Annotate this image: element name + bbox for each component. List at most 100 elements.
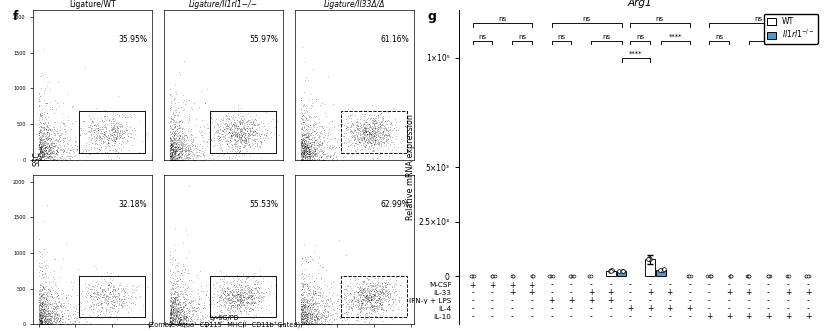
Point	[97, 131, 110, 137]
Point	[39, 303, 52, 308]
Point	[51, 138, 64, 144]
Point	[300, 149, 313, 154]
Point	[41, 129, 54, 135]
Point	[178, 316, 192, 321]
Point	[165, 126, 178, 132]
Point	[34, 137, 47, 142]
Point	[220, 285, 233, 290]
Point	[35, 145, 48, 150]
Point	[205, 117, 218, 122]
Point	[311, 147, 325, 153]
Point	[168, 305, 182, 310]
Point	[321, 322, 334, 327]
Point	[113, 113, 126, 118]
Point	[360, 305, 374, 310]
Point	[305, 150, 319, 156]
Point	[298, 141, 311, 146]
Point	[108, 288, 121, 293]
Point	[112, 295, 125, 301]
Point	[233, 298, 247, 303]
Point	[34, 157, 47, 162]
Point	[164, 147, 178, 153]
Point	[300, 135, 313, 141]
Point	[37, 286, 51, 292]
Point	[385, 123, 398, 128]
Point	[39, 295, 52, 300]
Point	[248, 282, 261, 287]
Point	[364, 115, 377, 120]
Point	[164, 157, 178, 162]
Point	[230, 293, 243, 298]
Point	[165, 286, 178, 291]
Point	[38, 143, 51, 148]
Point	[47, 314, 61, 319]
Point	[83, 124, 96, 130]
Point	[352, 138, 365, 143]
Point	[245, 299, 258, 305]
Point	[38, 310, 51, 315]
Point	[175, 288, 188, 293]
Point	[44, 157, 57, 162]
Point	[226, 129, 239, 134]
Point	[88, 291, 101, 296]
Point	[79, 314, 92, 319]
Point	[371, 133, 384, 138]
Point	[323, 322, 336, 327]
Point	[301, 146, 315, 151]
Point	[42, 316, 55, 321]
Point	[168, 140, 181, 145]
Point	[92, 303, 105, 308]
Point	[173, 122, 186, 127]
Point	[295, 120, 308, 125]
Point	[310, 146, 323, 152]
Point	[303, 279, 316, 285]
Point	[233, 294, 247, 300]
Point	[335, 311, 349, 316]
Point	[36, 302, 49, 307]
Point	[295, 319, 308, 324]
Point	[240, 304, 253, 309]
Point	[305, 310, 318, 315]
Point	[255, 306, 268, 311]
Point	[235, 303, 248, 308]
Point	[371, 299, 384, 305]
Point	[369, 290, 382, 296]
Point	[38, 318, 51, 323]
Point	[80, 147, 93, 152]
Point	[366, 131, 379, 136]
Text: ****: ****	[629, 51, 642, 57]
Point	[214, 298, 227, 303]
Point	[393, 118, 407, 123]
Point	[367, 306, 380, 311]
Point	[48, 319, 61, 324]
Point	[233, 290, 247, 296]
Point	[164, 318, 177, 324]
Point	[364, 140, 378, 146]
Point	[298, 322, 311, 327]
Point	[363, 134, 376, 139]
Point	[370, 123, 383, 129]
Point	[193, 301, 206, 307]
Point	[40, 133, 53, 138]
Point	[46, 145, 60, 150]
Point	[164, 144, 177, 149]
Point	[109, 148, 122, 153]
Point	[310, 142, 324, 148]
Point	[362, 292, 375, 298]
Point	[33, 307, 46, 312]
Point	[364, 300, 377, 305]
Point	[169, 119, 183, 124]
Point	[251, 122, 265, 128]
Point	[295, 143, 309, 148]
Point	[300, 294, 314, 299]
Point	[36, 268, 49, 273]
Point	[166, 297, 179, 303]
Point	[372, 305, 385, 310]
Point	[371, 130, 384, 136]
Point	[37, 314, 50, 320]
Point	[43, 157, 56, 162]
Point	[368, 142, 381, 148]
Point	[374, 291, 387, 296]
Point	[313, 293, 326, 299]
Point	[33, 151, 46, 156]
